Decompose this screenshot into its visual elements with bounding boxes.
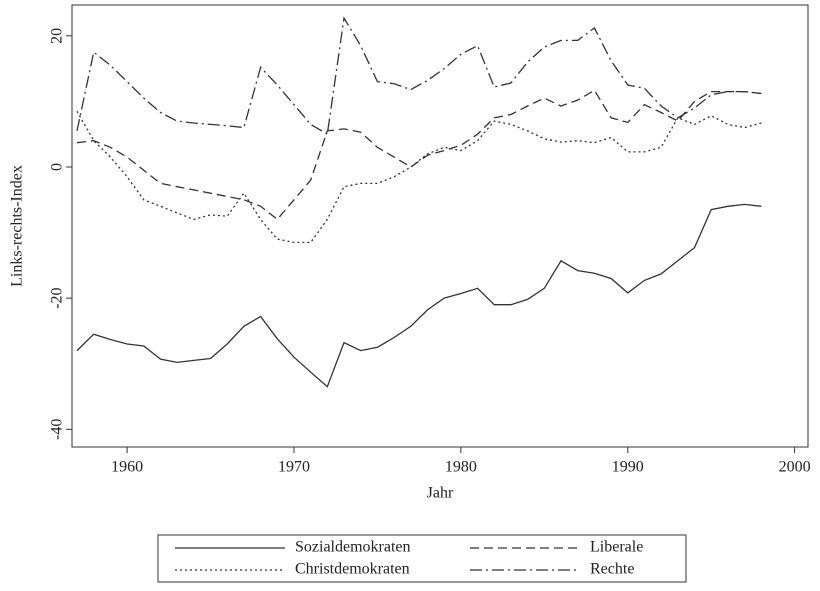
legend-box <box>157 534 687 583</box>
series-line <box>76 16 762 136</box>
plot-frame <box>71 4 809 448</box>
x-tick-label: 2000 <box>779 459 811 476</box>
legend-label: Sozialdemokraten <box>295 539 411 556</box>
y-tick-label: -40 <box>49 419 66 440</box>
legend-label: Rechte <box>590 561 634 578</box>
legend-label: Christdemokraten <box>295 561 410 578</box>
y-tick-label: -20 <box>49 287 66 308</box>
x-tick-label: 1990 <box>612 459 644 476</box>
x-axis-label: Jahr <box>427 485 454 502</box>
series-line <box>76 110 762 244</box>
x-tick-label: 1980 <box>445 459 477 476</box>
series-line <box>76 89 762 221</box>
series-line <box>76 203 762 388</box>
x-tick-label: 1970 <box>278 459 310 476</box>
y-tick-label: 0 <box>49 163 66 171</box>
y-tick-label: 20 <box>49 28 66 44</box>
legend-label: Liberale <box>590 539 643 556</box>
x-tick-label: 1960 <box>111 459 143 476</box>
y-axis-label: Links-rechts-Index <box>9 165 26 287</box>
